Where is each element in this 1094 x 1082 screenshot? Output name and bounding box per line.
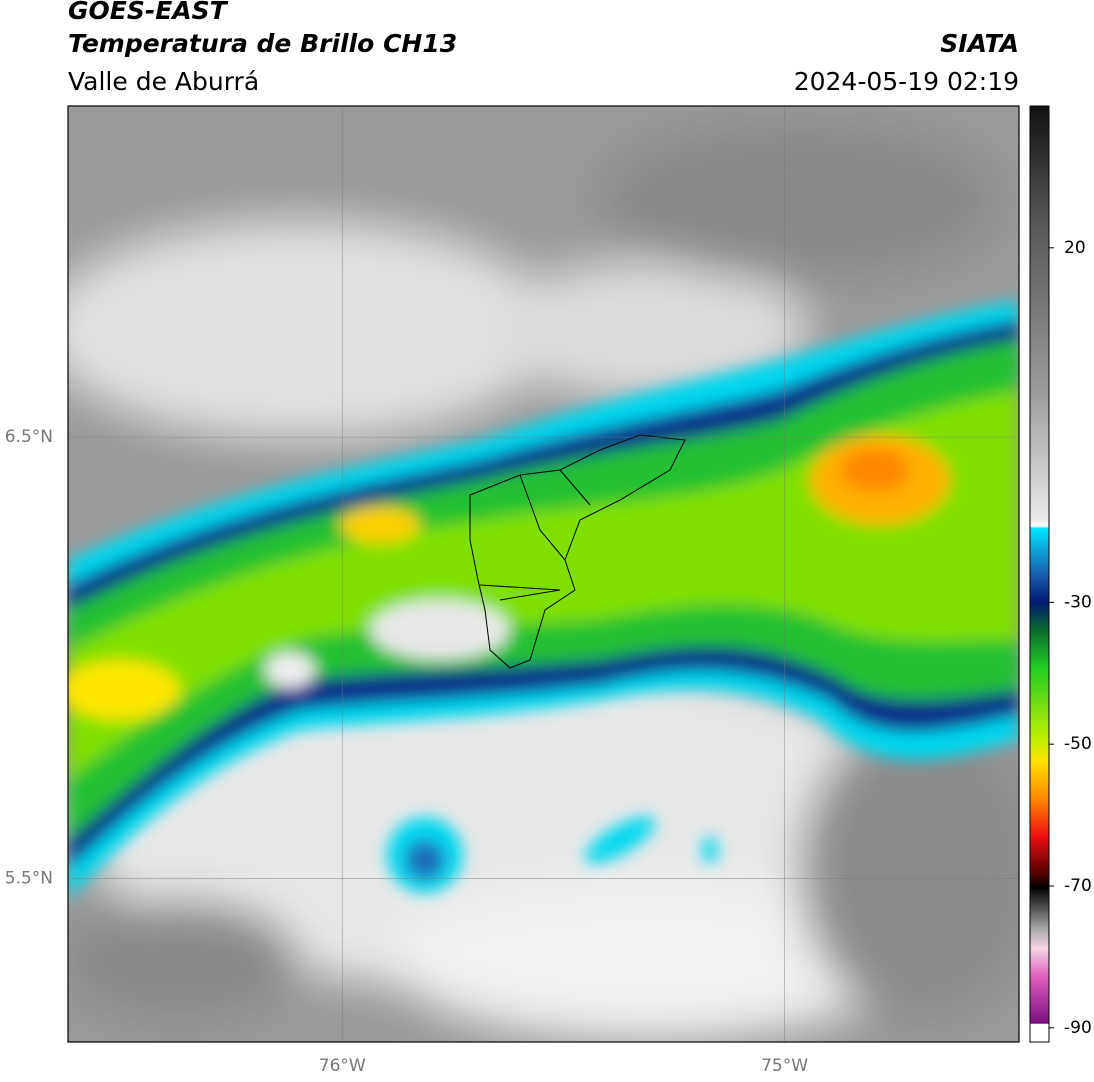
satellite-image [68, 106, 1019, 1042]
datetime: 2024-05-19 02:19 [794, 67, 1019, 96]
colorbar-tick-label: -50 [1064, 734, 1092, 754]
colorbar-tick-label: -30 [1064, 592, 1092, 612]
colorbar-tick-label: -70 [1064, 876, 1092, 896]
colorbar-ticks: 20 -30 -50 -70 -90 [1049, 238, 1092, 1038]
subtitle: Temperatura de Brillo CH13 [68, 29, 457, 58]
map-frame [67, 105, 1020, 1043]
lon-label: 75°W [761, 1056, 808, 1076]
colorbar-tick-label: 20 [1064, 238, 1086, 258]
colorbar [1029, 105, 1050, 1043]
lat-label: 5.5°N [5, 869, 53, 889]
lon-label: 76°W [319, 1056, 366, 1076]
title: GOES-EAST [68, 0, 229, 25]
source: SIATA [940, 29, 1019, 58]
graticule: 76°W 75°W 6.5°N 5.5°N [5, 106, 1019, 1076]
colorbar-tick-label: -90 [1064, 1018, 1092, 1038]
region: Valle de Aburrá [68, 67, 259, 96]
lat-label: 6.5°N [5, 427, 53, 447]
